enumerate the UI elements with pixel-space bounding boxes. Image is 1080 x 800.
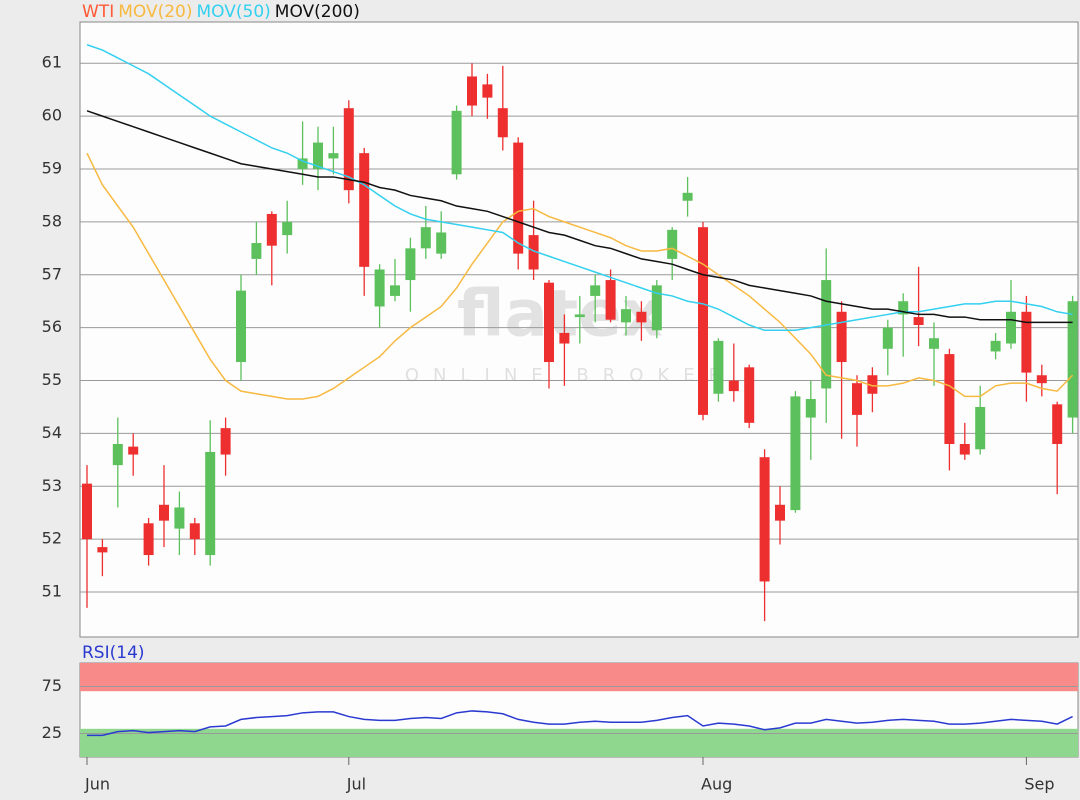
candle-body [497,108,508,138]
candle-body [867,375,878,394]
watermark-subtitle: ONLINE BROKER [405,365,735,386]
y-tick-label: 52 [42,529,62,548]
candle-body [82,483,92,540]
candle-body [328,153,339,159]
candle-body [790,396,801,511]
candle-body [420,227,431,249]
candle-body [636,311,647,323]
legend-entry: MOV(200) [275,2,360,22]
candle-body [1021,311,1032,373]
series-line [87,710,1073,737]
candle-body [682,192,693,201]
candle-body [882,327,893,349]
candle-body [651,285,662,331]
candle-body [913,317,924,326]
candle-body [944,354,955,444]
candle-body [343,108,354,191]
candle-body [205,451,216,556]
candle-body [174,507,185,529]
candle-body [544,282,554,363]
candle-body [313,142,323,170]
candle-body [297,158,308,170]
y-tick-label: 54 [42,423,62,442]
candle-body [236,290,246,363]
y-tick-label: 60 [42,106,62,125]
candle-body [852,383,862,415]
legend-entry: RSI(14) [82,643,145,663]
candle-body [621,309,631,323]
candle-body [975,406,986,450]
y-tick-label: 75 [42,676,62,695]
candle-body [436,232,447,254]
candle-body [266,213,277,246]
candle-body [128,446,139,455]
x-tick-label: Jun [84,775,110,794]
candle-body [513,142,524,254]
candle-body [898,301,909,315]
candle-body [698,227,708,415]
candle-body [667,229,678,259]
candle-body [559,332,570,344]
y-tick-label: 53 [42,476,62,495]
candle-body [1006,311,1016,344]
y-tick-label: 57 [42,264,62,283]
legend-entry: MOV(20) [118,2,192,22]
series-line [86,110,1073,324]
y-tick-label: 55 [42,370,62,389]
candle-body [728,380,739,392]
y-tick-label: 61 [42,53,62,72]
y-tick-label: 56 [42,317,62,336]
candle-body [759,457,770,582]
candle-body [1052,404,1063,444]
x-tick-label: Sep [1024,775,1054,794]
candle-body [574,314,585,318]
candle-body [605,280,616,320]
y-tick-label: 51 [42,582,62,601]
candle-body [112,443,123,466]
candle-body [744,367,755,423]
candle-body [451,110,462,175]
y-tick-label: 59 [42,159,62,178]
legend-entry: WTI [82,2,114,22]
candle-body [1067,301,1078,418]
candle-body [590,285,601,296]
candle-body [143,523,154,556]
y-tick-label: 58 [42,211,62,230]
candle-body [959,443,970,455]
series-line [86,152,1074,400]
candle-body [482,84,493,98]
x-tick-label: Jul [346,775,366,794]
candle-body [929,338,939,349]
candle-body [528,235,539,270]
candle-body [805,399,816,418]
candle-body [990,340,1001,352]
candle-body [97,547,108,553]
candle-body [467,76,477,106]
candle-body [1036,375,1047,384]
candle-body [374,269,385,307]
candle-body [159,504,169,521]
price-panel [79,21,1079,638]
candle-body [189,523,200,540]
candle-body [282,221,293,236]
candle-body [836,311,847,363]
candle-body [775,504,785,521]
candle-body [359,153,370,267]
marks: 51 52 53 54 55 56 57 58 59 60 61 75 25 Jun Jul Aug Sep WT… [42,2,1078,794]
series-line [86,44,1073,332]
candle-body [713,340,724,394]
candle-body [390,285,400,296]
candle-body [821,280,832,389]
y-tick-label: 25 [42,723,62,742]
candle-body [405,248,416,281]
legend-entry: MOV(50) [197,2,271,22]
candle-body [220,428,231,455]
x-tick-label: Aug [701,775,732,794]
candle-body [251,243,262,259]
